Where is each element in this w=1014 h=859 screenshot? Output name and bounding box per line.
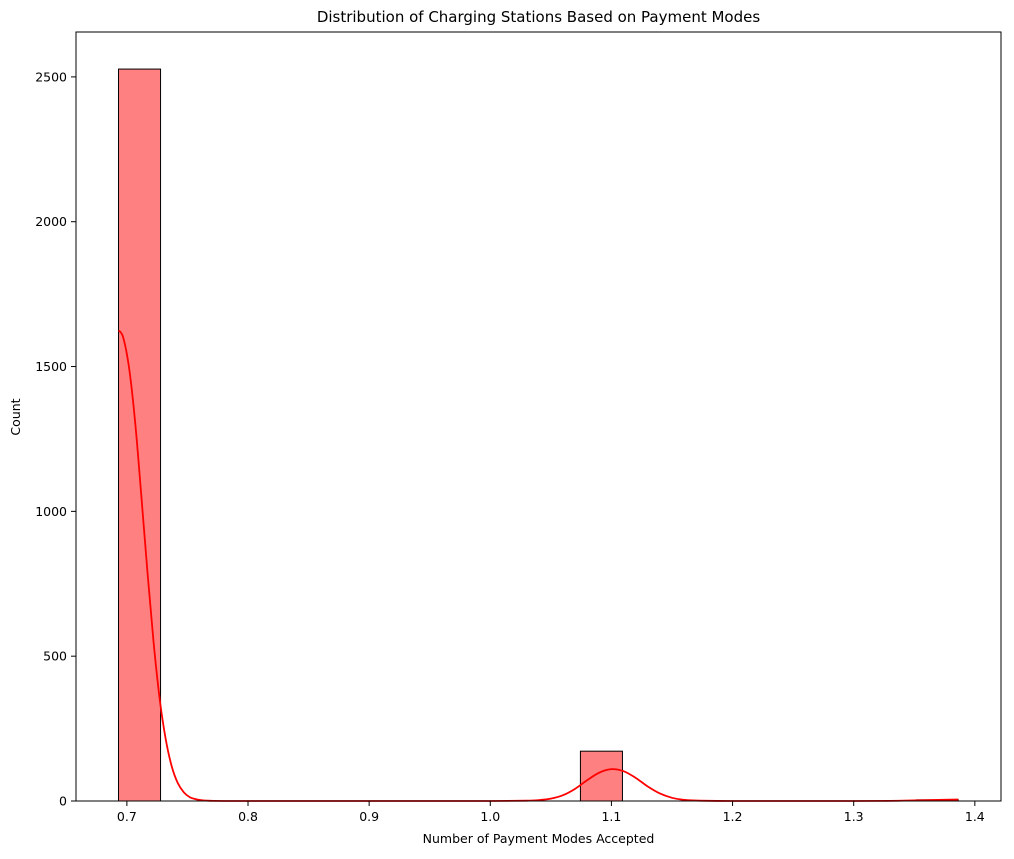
x-tick-label: 1.2 — [723, 809, 743, 824]
histogram-bar-1 — [579, 750, 623, 802]
x-tick-label: 1.1 — [601, 809, 621, 824]
x-axis-label: Number of Payment Modes Accepted — [423, 831, 655, 846]
x-tick-label: 1.3 — [844, 809, 864, 824]
x-tick-label: 1.4 — [965, 809, 985, 824]
kde-layer — [117, 329, 959, 802]
y-tick-label: 1500 — [35, 359, 67, 374]
x-tick-label: 0.7 — [117, 809, 137, 824]
y-tick-label: 0 — [59, 794, 67, 809]
histogram-bar-0 — [118, 68, 162, 802]
x-tick-label: 0.9 — [359, 809, 379, 824]
y-tick-label: 1000 — [35, 504, 67, 519]
kde-curve — [117, 329, 959, 802]
y-axis-label: Count — [8, 398, 23, 435]
plot-frame — [75, 31, 1002, 802]
chart-title: Distribution of Charging Stations Based … — [317, 8, 761, 26]
y-axis-ticks: 0 500 1000 1500 2000 2500 — [35, 69, 76, 809]
x-tick-label: 0.8 — [238, 809, 258, 824]
y-tick-label: 2500 — [35, 69, 67, 84]
y-tick-label: 2000 — [35, 214, 67, 229]
x-axis-ticks: 0.7 0.8 0.9 1.0 1.1 1.2 1.3 1.4 — [117, 801, 985, 824]
y-tick-label: 500 — [43, 649, 67, 664]
bars-layer — [118, 68, 959, 802]
x-tick-label: 1.0 — [480, 809, 500, 824]
